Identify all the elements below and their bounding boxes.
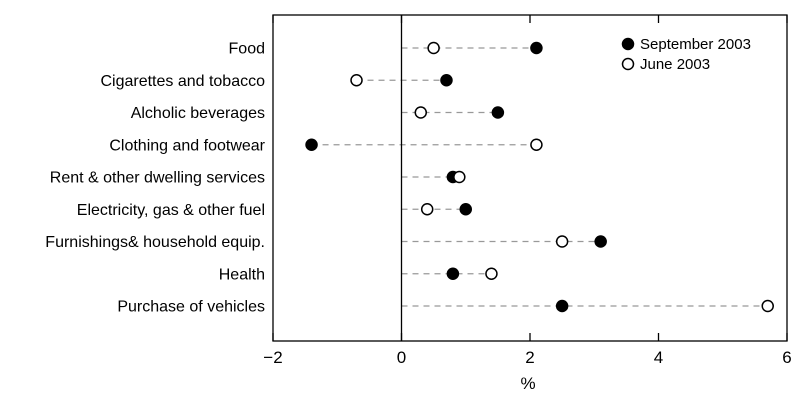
- x-tick-label: 4: [654, 348, 663, 367]
- category-label: Rent & other dwelling services: [50, 170, 265, 187]
- category-label: Furnishings& household equip.: [45, 234, 265, 251]
- point-september-2003: [594, 235, 607, 248]
- connectors: [311, 47, 768, 307]
- x-tick-label: 2: [525, 348, 534, 367]
- point-june-2003: [485, 267, 498, 280]
- point-september-2003: [491, 106, 505, 119]
- category-label: Food: [229, 41, 265, 58]
- category-label: Cigarettes and tobacco: [100, 73, 265, 90]
- point-september-2003: [440, 74, 453, 87]
- category-label: Alcholic beverages: [131, 105, 265, 122]
- legend-marker: [621, 37, 635, 51]
- category-label: Purchase of vehicles: [117, 299, 265, 316]
- point-september-2003: [555, 299, 569, 313]
- category-label: Health: [219, 266, 265, 283]
- legend-label: September 2003: [640, 36, 751, 53]
- point-june-2003: [427, 41, 440, 55]
- x-tick-label: 6: [782, 348, 791, 367]
- point-september-2003: [459, 203, 472, 216]
- point-june-2003: [453, 170, 466, 184]
- point-june-2003: [350, 74, 363, 87]
- category-labels: Food Cigarettes and tobacco Alcholic bever…: [45, 41, 265, 316]
- x-tick-label: −2: [263, 348, 282, 367]
- category-label: Clothing and footwear: [109, 137, 265, 154]
- legend: September 2003 June 2003: [621, 36, 751, 73]
- x-axis-title: %: [520, 374, 535, 393]
- point-september-2003: [530, 41, 543, 55]
- point-september-2003: [305, 138, 318, 151]
- category-label: Electricity, gas & other fuel: [77, 202, 265, 219]
- data-points: [305, 41, 774, 313]
- point-september-2003: [446, 267, 460, 280]
- legend-label: June 2003: [640, 56, 710, 73]
- point-june-2003: [420, 203, 434, 216]
- x-tick-labels: −2 0 2 4 6: [263, 348, 791, 367]
- point-june-2003: [530, 138, 543, 151]
- x-axis-ticks: [272, 15, 788, 341]
- x-tick-label: 0: [397, 348, 406, 367]
- legend-marker: [621, 57, 635, 71]
- point-june-2003: [761, 299, 774, 313]
- point-june-2003: [414, 106, 428, 119]
- point-june-2003: [555, 235, 569, 248]
